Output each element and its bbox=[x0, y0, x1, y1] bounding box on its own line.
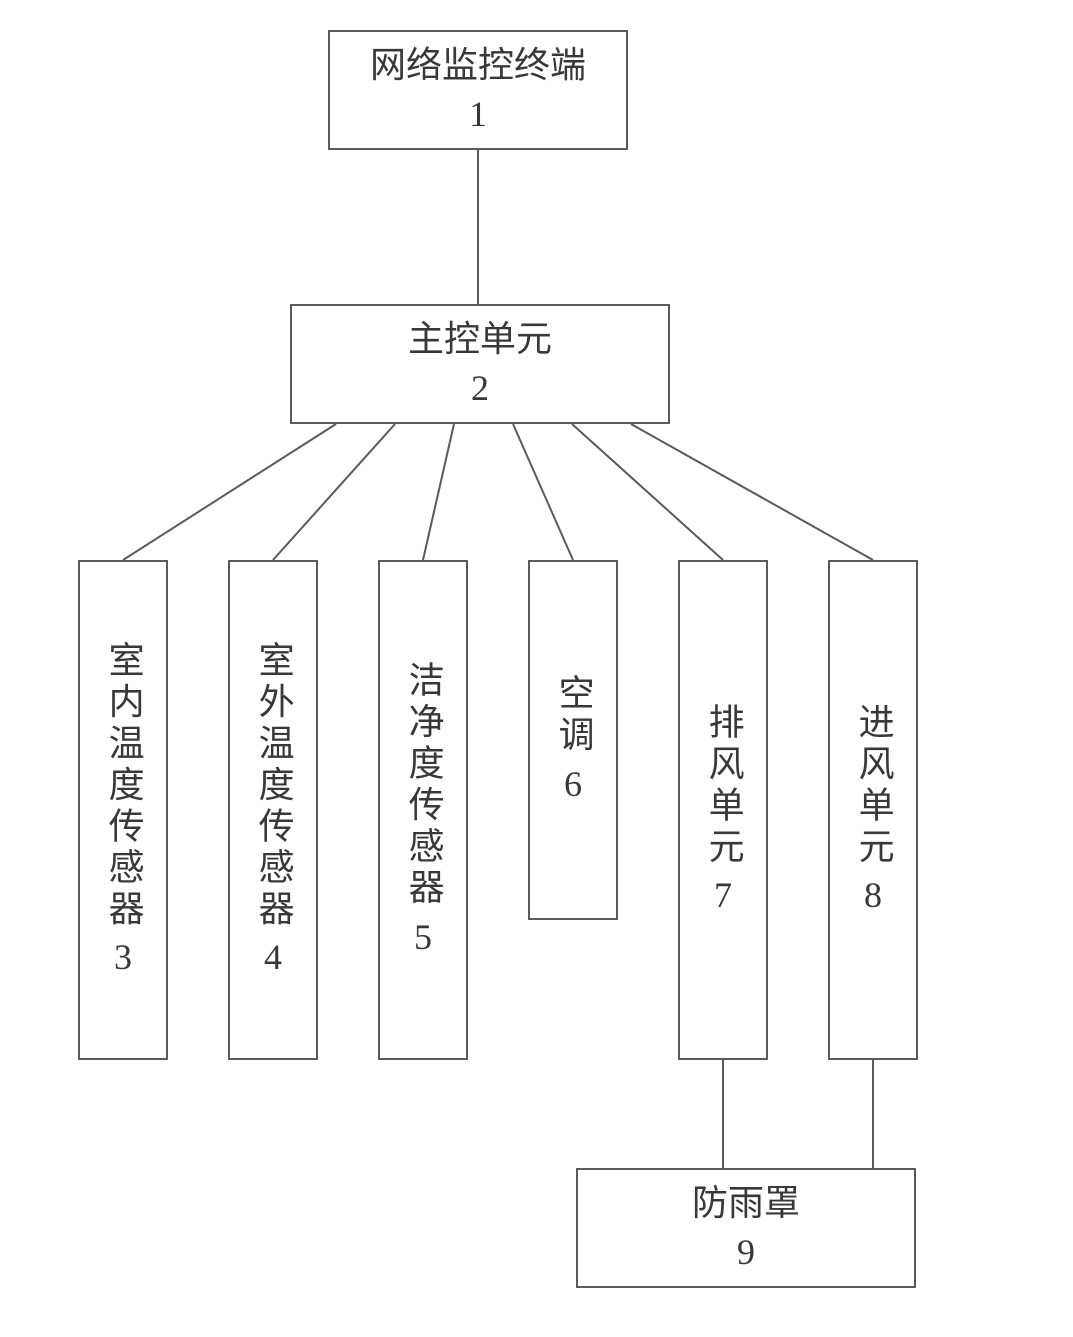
node-n8: 进风单元 8 bbox=[828, 560, 918, 1060]
node-label: 室内温度传感器 bbox=[101, 641, 144, 931]
edge bbox=[631, 424, 873, 560]
node-number: 9 bbox=[737, 1231, 755, 1274]
node-label: 空调 bbox=[551, 674, 594, 757]
node-n9: 防雨罩 9 bbox=[576, 1168, 916, 1288]
node-label: 网络监控终端 bbox=[370, 44, 586, 87]
node-number: 3 bbox=[114, 936, 132, 979]
node-number: 6 bbox=[564, 763, 582, 806]
node-n1: 网络监控终端 1 bbox=[328, 30, 628, 150]
node-n3: 室内温度传感器 3 bbox=[78, 560, 168, 1060]
node-label: 洁净度传感器 bbox=[401, 661, 444, 909]
node-number: 7 bbox=[714, 874, 732, 917]
node-n2: 主控单元 2 bbox=[290, 304, 670, 424]
edge bbox=[513, 424, 573, 560]
node-n6: 空调 6 bbox=[528, 560, 618, 920]
node-n7: 排风单元 7 bbox=[678, 560, 768, 1060]
node-number: 2 bbox=[471, 367, 489, 410]
node-label: 防雨罩 bbox=[692, 1182, 800, 1225]
node-number: 8 bbox=[864, 874, 882, 917]
node-label: 进风单元 bbox=[851, 703, 894, 869]
node-number: 5 bbox=[414, 916, 432, 959]
edge bbox=[572, 424, 723, 560]
node-label: 主控单元 bbox=[408, 318, 552, 361]
node-label: 排风单元 bbox=[701, 703, 744, 869]
system-diagram: 网络监控终端 1 主控单元 2 室内温度传感器 3 室外温度传感器 4 洁净度传感器 5 空调 6 排风… bbox=[0, 0, 1073, 1337]
node-n5: 洁净度传感器 5 bbox=[378, 560, 468, 1060]
node-number: 4 bbox=[264, 936, 282, 979]
node-label: 室外温度传感器 bbox=[251, 641, 294, 931]
edge bbox=[423, 424, 454, 560]
node-n4: 室外温度传感器 4 bbox=[228, 560, 318, 1060]
edge bbox=[273, 424, 395, 560]
edge bbox=[123, 424, 336, 560]
node-number: 1 bbox=[469, 93, 487, 136]
